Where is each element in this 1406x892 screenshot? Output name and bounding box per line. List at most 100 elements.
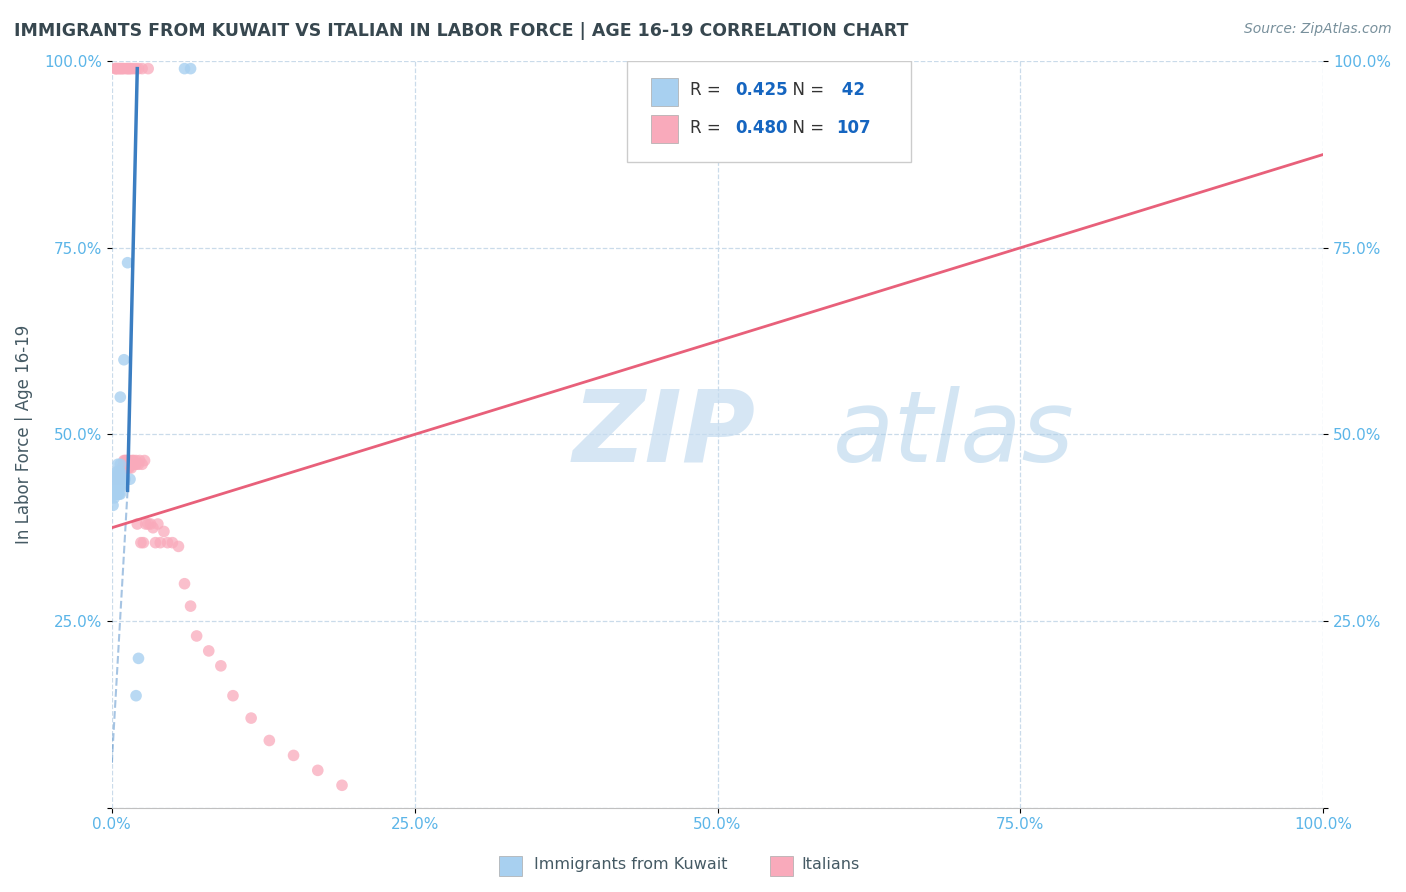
Point — [101, 499, 124, 513]
Point — [105, 468, 128, 483]
Point — [146, 516, 169, 531]
Point — [149, 535, 172, 549]
Point — [125, 453, 148, 467]
Point — [117, 62, 139, 76]
Point — [131, 62, 153, 76]
Point — [110, 465, 132, 479]
Point — [283, 748, 305, 763]
Text: 107: 107 — [837, 120, 870, 137]
Point — [153, 524, 176, 539]
Point — [105, 62, 128, 76]
Point — [120, 461, 142, 475]
Point — [122, 62, 145, 76]
Point — [162, 535, 184, 549]
Point — [108, 487, 131, 501]
Point — [108, 472, 131, 486]
Point — [110, 465, 132, 479]
Text: IMMIGRANTS FROM KUWAIT VS ITALIAN IN LABOR FORCE | AGE 16-19 CORRELATION CHART: IMMIGRANTS FROM KUWAIT VS ITALIAN IN LAB… — [14, 22, 908, 40]
Point — [107, 472, 129, 486]
Text: N =: N = — [782, 120, 830, 137]
Point — [110, 472, 132, 486]
Point — [114, 461, 136, 475]
Point — [114, 472, 136, 486]
Text: 0.480: 0.480 — [735, 120, 789, 137]
Point — [110, 62, 132, 76]
Point — [108, 472, 131, 486]
Point — [110, 480, 132, 494]
Point — [117, 453, 139, 467]
Point — [105, 472, 128, 486]
Point — [111, 461, 134, 475]
Point — [115, 62, 138, 76]
Text: Italians: Italians — [801, 857, 859, 872]
Point — [110, 457, 132, 471]
Text: 0.425: 0.425 — [735, 81, 789, 99]
Point — [107, 472, 129, 486]
Point — [107, 472, 129, 486]
Text: N =: N = — [782, 81, 830, 99]
Point — [118, 62, 141, 76]
Text: ZIP: ZIP — [572, 386, 755, 483]
Point — [110, 487, 132, 501]
FancyBboxPatch shape — [627, 62, 911, 162]
Point — [112, 472, 135, 486]
Y-axis label: In Labor Force | Age 16-19: In Labor Force | Age 16-19 — [15, 325, 32, 544]
Point — [142, 521, 165, 535]
Point — [330, 778, 353, 792]
Point — [104, 480, 127, 494]
Point — [127, 62, 149, 76]
Point — [118, 457, 141, 471]
Point — [110, 472, 132, 486]
Point — [259, 733, 281, 747]
Point — [118, 461, 141, 475]
Point — [240, 711, 263, 725]
Point — [105, 480, 128, 494]
Point — [104, 480, 127, 494]
Point — [129, 535, 152, 549]
Text: 42: 42 — [837, 81, 865, 99]
Point — [117, 457, 139, 471]
Point — [111, 472, 134, 486]
Point — [105, 472, 128, 486]
Point — [121, 453, 143, 467]
Point — [167, 540, 190, 554]
Point — [110, 390, 132, 404]
Point — [105, 465, 128, 479]
Point — [186, 629, 208, 643]
Point — [111, 468, 134, 483]
Point — [136, 62, 159, 76]
Point — [180, 62, 202, 76]
Point — [108, 468, 131, 483]
Point — [117, 256, 139, 270]
Point — [118, 472, 141, 486]
Point — [120, 62, 142, 76]
Point — [127, 516, 149, 531]
Point — [108, 62, 131, 76]
Point — [112, 352, 135, 367]
Point — [107, 472, 129, 486]
Point — [173, 62, 195, 76]
Point — [108, 472, 131, 486]
Point — [112, 62, 135, 76]
Point — [107, 487, 129, 501]
Point — [127, 651, 149, 665]
Point — [104, 487, 127, 501]
Point — [222, 689, 245, 703]
Point — [110, 468, 132, 483]
FancyBboxPatch shape — [651, 78, 678, 106]
Point — [108, 465, 131, 479]
Point — [134, 453, 156, 467]
Point — [145, 535, 167, 549]
Point — [111, 465, 134, 479]
Point — [103, 491, 125, 505]
Point — [112, 465, 135, 479]
Point — [110, 468, 132, 483]
Point — [125, 457, 148, 471]
Point — [112, 453, 135, 467]
Point — [110, 480, 132, 494]
Point — [104, 468, 127, 483]
Point — [108, 480, 131, 494]
Point — [104, 472, 127, 486]
Text: Immigrants from Kuwait: Immigrants from Kuwait — [534, 857, 728, 872]
Point — [103, 487, 125, 501]
